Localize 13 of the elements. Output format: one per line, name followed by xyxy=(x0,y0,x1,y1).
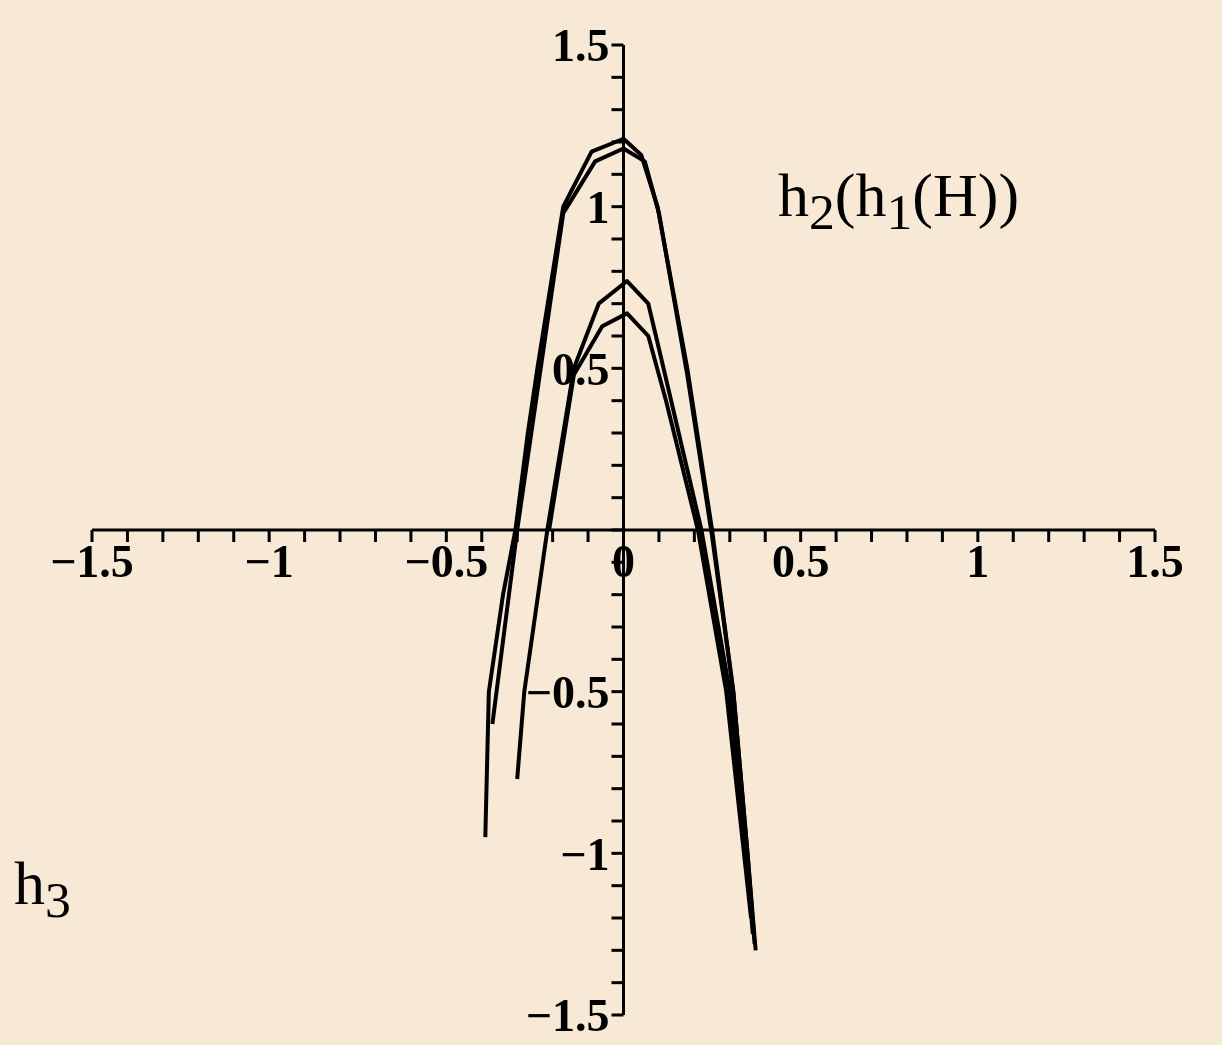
x-tick-label: −1 xyxy=(244,535,294,587)
x-tick-label: −1.5 xyxy=(50,535,134,587)
y-tick-label: 1 xyxy=(586,182,610,233)
y-tick-label: −1 xyxy=(560,828,610,880)
y-tick-label: −0.5 xyxy=(525,667,610,718)
x-tick-label: −0.5 xyxy=(404,535,489,587)
x-tick-label: 1.5 xyxy=(1126,535,1184,587)
x-tick-label: 0.5 xyxy=(771,535,830,587)
y-tick-label: 1.5 xyxy=(552,20,610,72)
annotation: h$_{2}$(h$_{1}$(H)) xyxy=(778,160,1020,242)
y-tick-label: −1.5 xyxy=(525,990,610,1042)
text: h$_{3}$ xyxy=(14,848,71,930)
x-tick-label: 1 xyxy=(966,535,990,587)
